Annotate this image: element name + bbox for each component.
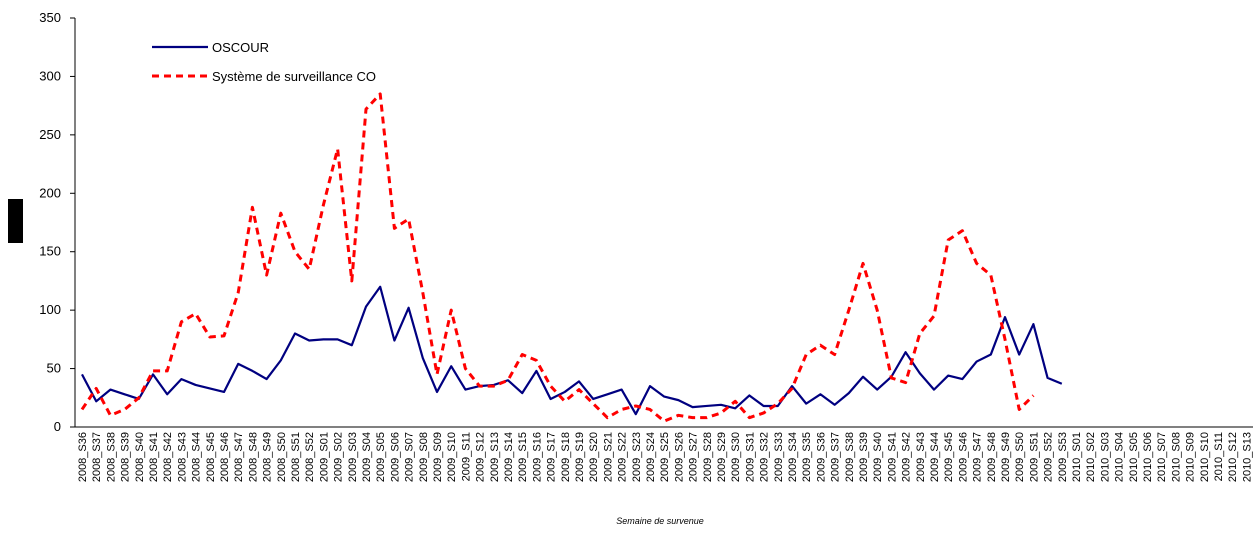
x-tick-label: 2009_S46 <box>957 432 969 482</box>
x-tick-label: 2009_S15 <box>517 432 529 482</box>
x-tick-label: 2009_S36 <box>815 432 827 482</box>
x-tick-label: 2008_S50 <box>276 432 288 482</box>
y-tick-label: 250 <box>39 127 61 142</box>
x-tick-label: 2009_S52 <box>1043 432 1055 482</box>
x-tick-label: 2010_S10 <box>1199 432 1211 482</box>
x-tick-label: 2008_S40 <box>134 432 146 482</box>
x-tick-label: 2010_S02 <box>1085 432 1097 482</box>
y-tick-label: 100 <box>39 302 61 317</box>
x-tick-label: 2009_S30 <box>730 432 742 482</box>
x-tick-label: 2009_S24 <box>645 432 657 482</box>
x-tick-label: 2008_S48 <box>247 432 259 482</box>
x-tick-label: 2009_S37 <box>830 432 842 482</box>
x-tick-label: 2009_S22 <box>617 432 629 482</box>
x-axis-label: Semaine de survenue <box>616 516 704 526</box>
x-tick-label: 2009_S40 <box>872 432 884 482</box>
x-tick-label: 2009_S32 <box>759 432 771 482</box>
x-tick-label: 2009_S39 <box>858 432 870 482</box>
x-tick-label: 2009_S49 <box>1000 432 1012 482</box>
x-tick-label: 2009_S20 <box>588 432 600 482</box>
x-tick-label: 2009_S18 <box>560 432 572 482</box>
y-tick-label: 300 <box>39 68 61 83</box>
x-tick-label: 2010_S11 <box>1213 432 1225 481</box>
series-line <box>81 285 1063 416</box>
x-tick-label: 2009_S13 <box>489 432 501 482</box>
x-tick-label: 2009_S31 <box>744 432 756 482</box>
x-tick-label: 2009_S41 <box>886 432 898 482</box>
legend-label: Système de surveillance CO <box>212 69 376 84</box>
legend-label: OSCOUR <box>212 40 269 55</box>
x-tick-label: 2010_S05 <box>1128 432 1140 482</box>
x-tick-label: 2008_S38 <box>105 432 117 482</box>
x-tick-label: 2009_S43 <box>915 432 927 482</box>
x-tick-label: 2008_S36 <box>77 432 89 482</box>
x-tick-label: 2009_S28 <box>702 432 714 482</box>
x-tick-label: 2008_S45 <box>205 432 217 482</box>
y-tick-label: 0 <box>54 419 61 434</box>
x-tick-label: 2008_S51 <box>290 432 302 482</box>
x-tick-label: 2009_S21 <box>602 432 614 482</box>
x-tick-label: 2009_S29 <box>716 432 728 482</box>
y-tick-label: 150 <box>39 244 61 259</box>
x-tick-label: 2009_S17 <box>546 432 558 482</box>
x-tick-label: 2008_S47 <box>233 432 245 482</box>
x-tick-label: 2009_S04 <box>361 432 373 482</box>
x-tick-label: 2009_S45 <box>943 432 955 482</box>
x-tick-label: 2009_S44 <box>929 432 941 482</box>
series-line <box>80 92 1035 423</box>
x-tick-label: 2009_S27 <box>688 432 700 482</box>
x-tick-label: 2010_S04 <box>1114 432 1126 482</box>
x-tick-label: 2010_S13 <box>1241 432 1253 482</box>
x-tick-label: 2009_S38 <box>844 432 856 482</box>
x-tick-label: 2010_S08 <box>1170 432 1182 482</box>
x-tick-label: 2009_S34 <box>787 432 799 482</box>
x-tick-label: 2008_S37 <box>91 432 103 482</box>
x-tick-label: 2008_S49 <box>262 432 274 482</box>
x-tick-label: 2009_S12 <box>475 432 487 482</box>
x-tick-label: 2009_S53 <box>1057 432 1069 482</box>
x-tick-label: 2009_S09 <box>432 432 444 482</box>
x-tick-label: 2008_S41 <box>148 432 160 482</box>
x-tick-label: 2009_S47 <box>972 432 984 482</box>
x-tick-label: 2009_S26 <box>673 432 685 482</box>
x-tick-label: 2009_S03 <box>347 432 359 482</box>
x-tick-label: 2009_S08 <box>418 432 430 482</box>
y-tick-label: 50 <box>47 361 61 376</box>
x-tick-label: 2009_S05 <box>375 432 387 482</box>
x-tick-label: 2010_S03 <box>1099 432 1111 482</box>
x-tick-label: 2009_S35 <box>801 432 813 482</box>
x-tick-label: 2009_S50 <box>1014 432 1026 482</box>
x-tick-label: 2009_S06 <box>389 432 401 482</box>
x-tick-label: 2008_S42 <box>162 432 174 482</box>
x-tick-label: 2009_S33 <box>773 432 785 482</box>
x-tick-label: 2008_S44 <box>191 432 203 482</box>
x-tick-label: 2008_S46 <box>219 432 231 482</box>
x-tick-label: 2008_S43 <box>176 432 188 482</box>
x-tick-label: 2008_S39 <box>120 432 132 482</box>
x-tick-label: 2010_S07 <box>1156 432 1168 482</box>
x-tick-label: 2009_S19 <box>574 432 586 482</box>
x-tick-label: 2009_S25 <box>659 432 671 482</box>
x-tick-label: 2009_S14 <box>503 432 515 482</box>
hidden-axis-label <box>8 199 23 243</box>
x-tick-label: 2009_S07 <box>404 432 416 482</box>
x-tick-label: 2009_S02 <box>333 432 345 482</box>
x-tick-label: 2009_S01 <box>318 432 330 482</box>
x-tick-label: 2010_S12 <box>1227 432 1239 482</box>
x-tick-label: 2009_S16 <box>531 432 543 482</box>
x-tick-label: 2010_S09 <box>1185 432 1197 482</box>
x-tick-label: 2009_S10 <box>446 432 458 482</box>
y-tick-label: 200 <box>39 185 61 200</box>
x-tick-label: 2009_S48 <box>986 432 998 482</box>
x-tick-label: 2010_S06 <box>1142 432 1154 482</box>
x-tick-label: 2009_S51 <box>1028 432 1040 482</box>
y-tick-label: 350 <box>39 10 61 25</box>
x-tick-label: 2009_S42 <box>901 432 913 482</box>
x-tick-label: 2008_S52 <box>304 432 316 482</box>
x-tick-label: 2010_S01 <box>1071 432 1083 482</box>
x-tick-label: 2009_S23 <box>631 432 643 482</box>
x-tick-label: 2009_S11 <box>460 432 472 481</box>
